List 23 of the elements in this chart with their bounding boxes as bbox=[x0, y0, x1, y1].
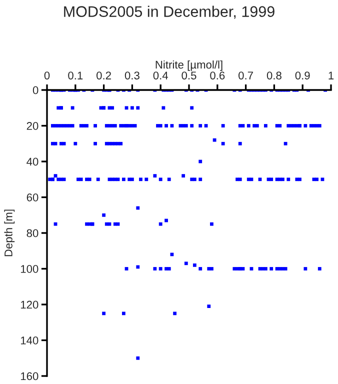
y-tick-label: 40 bbox=[26, 158, 38, 166]
y-tick-label: 120 bbox=[20, 300, 38, 309]
y-tick-label: 160 bbox=[20, 372, 38, 380]
x-axis-title: Nitrite [µmol/l] bbox=[156, 60, 222, 71]
x-tick-label: 0.8 bbox=[266, 72, 282, 80]
y-tick-label: 20 bbox=[26, 122, 38, 130]
x-tick-label: 0.9 bbox=[295, 72, 310, 80]
x-tick-label: 0.4 bbox=[153, 72, 168, 80]
y-tick-label: 140 bbox=[20, 336, 38, 344]
y-tick-label: 60 bbox=[26, 194, 38, 202]
x-tick-label: 0.5 bbox=[182, 72, 196, 80]
x-tick-label: 0.7 bbox=[238, 72, 253, 80]
y-tick-label: 0 bbox=[32, 86, 38, 94]
x-tick-label: 1 bbox=[328, 72, 334, 80]
chart-title: MODS2005 in December, 1999 bbox=[64, 6, 274, 19]
x-tick-label: 0.3 bbox=[124, 72, 140, 80]
y-tick-label: 100 bbox=[20, 265, 38, 273]
y-tick-label: 80 bbox=[26, 229, 38, 238]
y-axis-title: Depth [m] bbox=[4, 210, 15, 256]
x-tick-label: 0 bbox=[44, 72, 50, 80]
x-tick-label: 0.2 bbox=[96, 72, 111, 80]
x-tick-label: 0.6 bbox=[210, 72, 225, 80]
x-tick-label: 0.1 bbox=[68, 72, 83, 80]
